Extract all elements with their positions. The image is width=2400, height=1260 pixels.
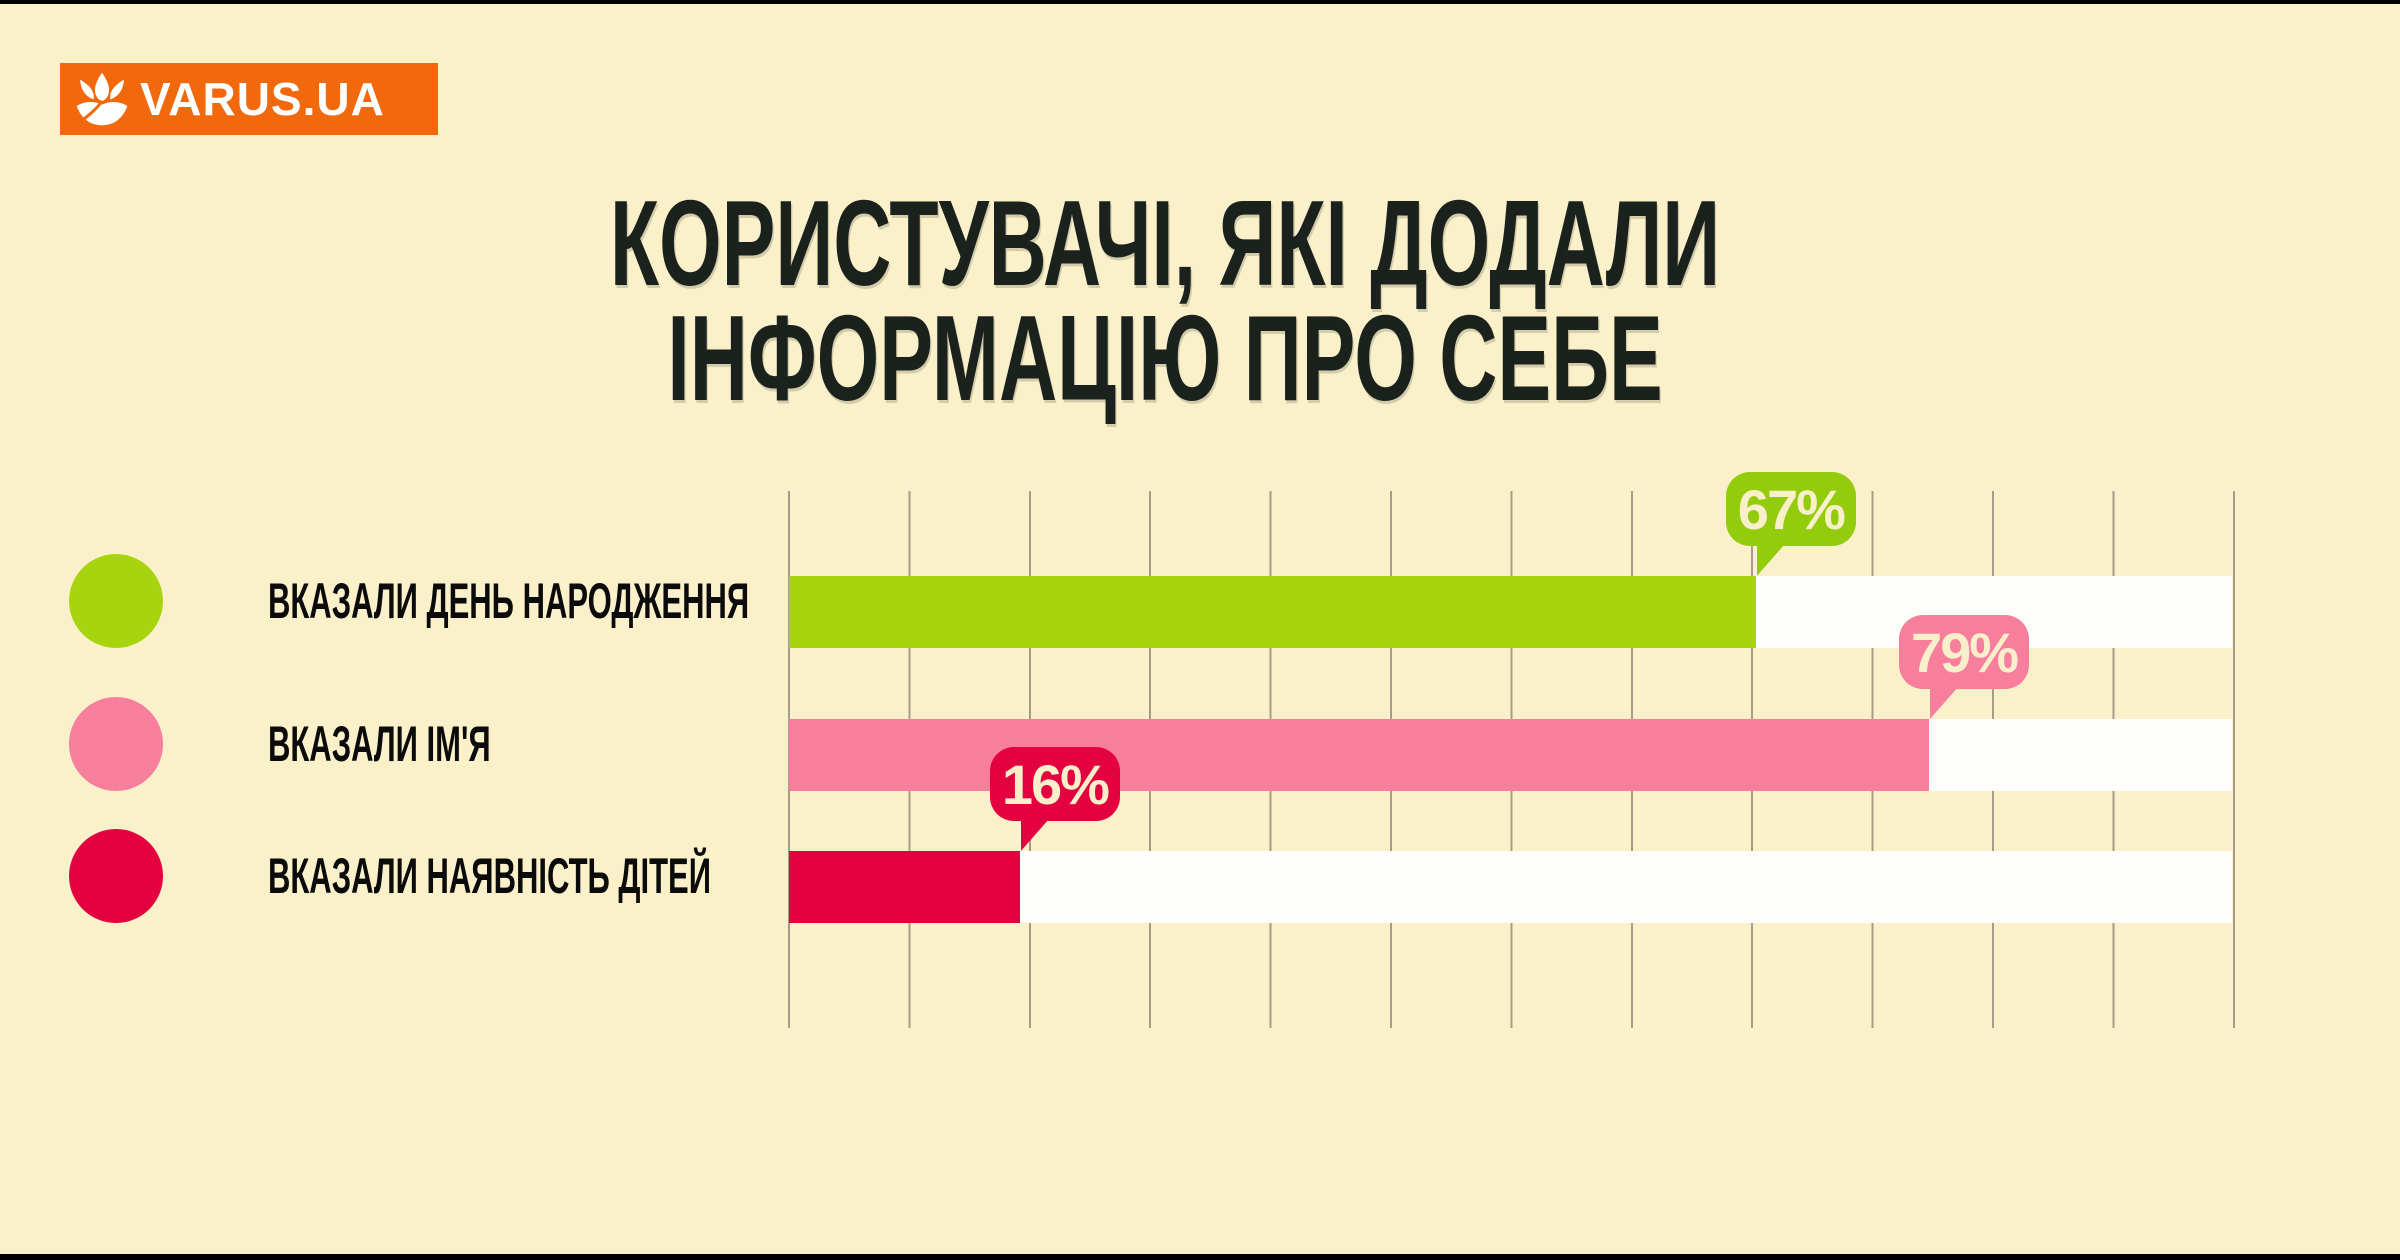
bar-track: 16% <box>789 747 2232 923</box>
bubble-value-label: 79% <box>1898 615 2030 689</box>
page-title: КОРИСТУВАЧІ, ЯКІ ДОДАЛИ ІНФОРМАЦІЮ ПРО С… <box>0 175 2330 426</box>
bubble-value-label: 16% <box>989 747 1120 821</box>
bar-fill-birthday <box>789 576 1756 648</box>
logo-text: VARUS.UA <box>140 73 385 125</box>
bar-fill-name <box>789 719 1929 791</box>
bar-row-children: ВКАЗАЛИ НАЯВНІСТЬ ДІТЕЙ 16% <box>0 747 2400 923</box>
bottom-border-strip <box>0 1254 2400 1260</box>
varus-logo: VARUS.UA <box>60 63 438 135</box>
bar-row-birthday: ВКАЗАЛИ ДЕНЬ НАРОДЖЕННЯ 67% <box>0 472 2400 648</box>
legend-label-birthday: ВКАЗАЛИ ДЕНЬ НАРОДЖЕННЯ <box>268 573 750 629</box>
bar-row-name: ВКАЗАЛИ ІМ'Я 79% <box>0 615 2400 791</box>
top-border-strip <box>0 0 2400 4</box>
legend-label-children: ВКАЗАЛИ НАЯВНІСТЬ ДІТЕЙ <box>268 848 712 904</box>
bar-fill-children <box>789 851 1020 923</box>
legend-dot-birthday <box>69 554 163 648</box>
title-line-1: КОРИСТУВАЧІ, ЯКІ ДОДАЛИ <box>609 175 1721 311</box>
legend-dot-children <box>69 829 163 923</box>
bubble-value-label: 67% <box>1725 472 1856 546</box>
tulip-flower-icon <box>76 72 128 126</box>
bar-track: 67% <box>789 472 2232 648</box>
title-line-2: ІНФОРМАЦІЮ ПРО СЕБЕ <box>667 290 1663 426</box>
legend-dot-name <box>69 697 163 791</box>
legend-label-name: ВКАЗАЛИ ІМ'Я <box>268 716 491 772</box>
